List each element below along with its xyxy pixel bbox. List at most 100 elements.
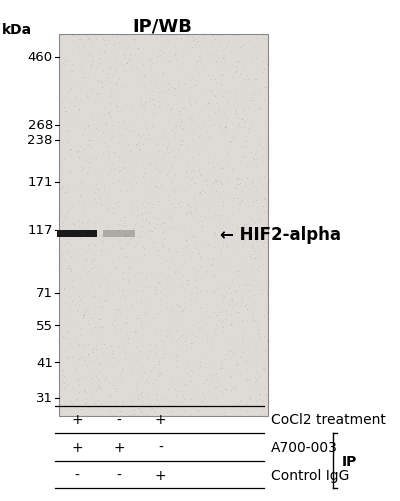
Point	[177, 202, 183, 210]
Point	[253, 55, 260, 63]
Point	[195, 38, 202, 46]
Point	[222, 110, 228, 118]
Point	[258, 353, 264, 361]
Point	[142, 275, 149, 283]
Point	[199, 397, 205, 405]
Point	[255, 242, 261, 250]
Point	[228, 138, 234, 146]
Point	[66, 146, 72, 154]
Point	[234, 273, 240, 281]
Point	[121, 54, 127, 62]
Point	[254, 225, 260, 233]
Point	[120, 275, 126, 283]
Point	[68, 67, 74, 75]
Point	[166, 326, 173, 334]
Point	[140, 131, 146, 139]
Point	[250, 374, 257, 382]
Point	[164, 333, 170, 341]
Point	[239, 116, 246, 124]
Point	[234, 308, 240, 316]
Point	[93, 199, 99, 207]
Point	[145, 226, 152, 234]
Point	[188, 295, 194, 303]
Point	[124, 240, 130, 248]
Point	[100, 297, 107, 305]
Point	[105, 206, 111, 214]
Point	[230, 385, 237, 393]
Text: 268: 268	[28, 119, 53, 132]
Point	[155, 74, 161, 82]
Point	[228, 50, 235, 58]
Point	[71, 220, 77, 228]
Point	[139, 101, 145, 109]
Point	[124, 59, 130, 67]
Point	[225, 148, 232, 156]
Point	[100, 302, 106, 310]
Point	[178, 35, 184, 43]
Point	[211, 309, 217, 317]
Point	[149, 314, 156, 322]
Point	[95, 376, 102, 384]
Point	[149, 201, 155, 209]
Point	[219, 212, 226, 220]
Point	[65, 264, 72, 272]
Point	[222, 58, 228, 66]
Point	[172, 57, 179, 65]
Point	[237, 406, 243, 414]
Point	[161, 227, 167, 235]
Point	[206, 190, 212, 198]
Point	[74, 250, 80, 258]
Point	[67, 264, 74, 272]
Point	[188, 115, 194, 123]
Point	[205, 254, 212, 262]
Point	[64, 189, 70, 197]
Point	[93, 345, 100, 353]
Point	[256, 332, 262, 340]
Point	[137, 347, 143, 355]
Point	[174, 363, 180, 371]
Point	[167, 214, 174, 222]
Point	[165, 101, 171, 109]
Point	[106, 143, 112, 151]
Point	[210, 92, 217, 100]
Point	[152, 79, 158, 87]
Point	[257, 410, 264, 418]
Point	[264, 372, 271, 380]
Point	[227, 348, 234, 356]
Point	[64, 140, 70, 148]
Point	[251, 182, 258, 190]
Point	[228, 373, 234, 381]
Point	[241, 62, 248, 70]
Point	[196, 325, 203, 333]
Point	[153, 384, 160, 392]
Point	[238, 96, 245, 104]
Point	[99, 349, 105, 357]
Point	[225, 214, 232, 222]
Point	[154, 390, 160, 398]
Point	[82, 292, 88, 300]
Point	[149, 122, 155, 130]
Point	[232, 107, 238, 115]
Point	[156, 372, 162, 380]
Point	[56, 262, 62, 270]
Point	[135, 371, 141, 379]
Point	[195, 247, 202, 255]
Point	[106, 399, 112, 407]
Point	[230, 274, 236, 282]
Point	[200, 379, 206, 387]
Point	[236, 120, 242, 128]
Point	[57, 393, 63, 401]
Text: 31: 31	[36, 391, 53, 404]
Point	[169, 256, 175, 264]
Point	[184, 162, 191, 170]
Point	[172, 92, 178, 100]
Point	[96, 315, 102, 323]
Point	[171, 84, 178, 92]
Point	[184, 209, 190, 217]
Point	[162, 211, 168, 219]
Point	[113, 102, 120, 110]
Point	[212, 153, 219, 161]
Point	[235, 174, 242, 182]
Point	[61, 380, 68, 388]
Point	[182, 338, 188, 346]
